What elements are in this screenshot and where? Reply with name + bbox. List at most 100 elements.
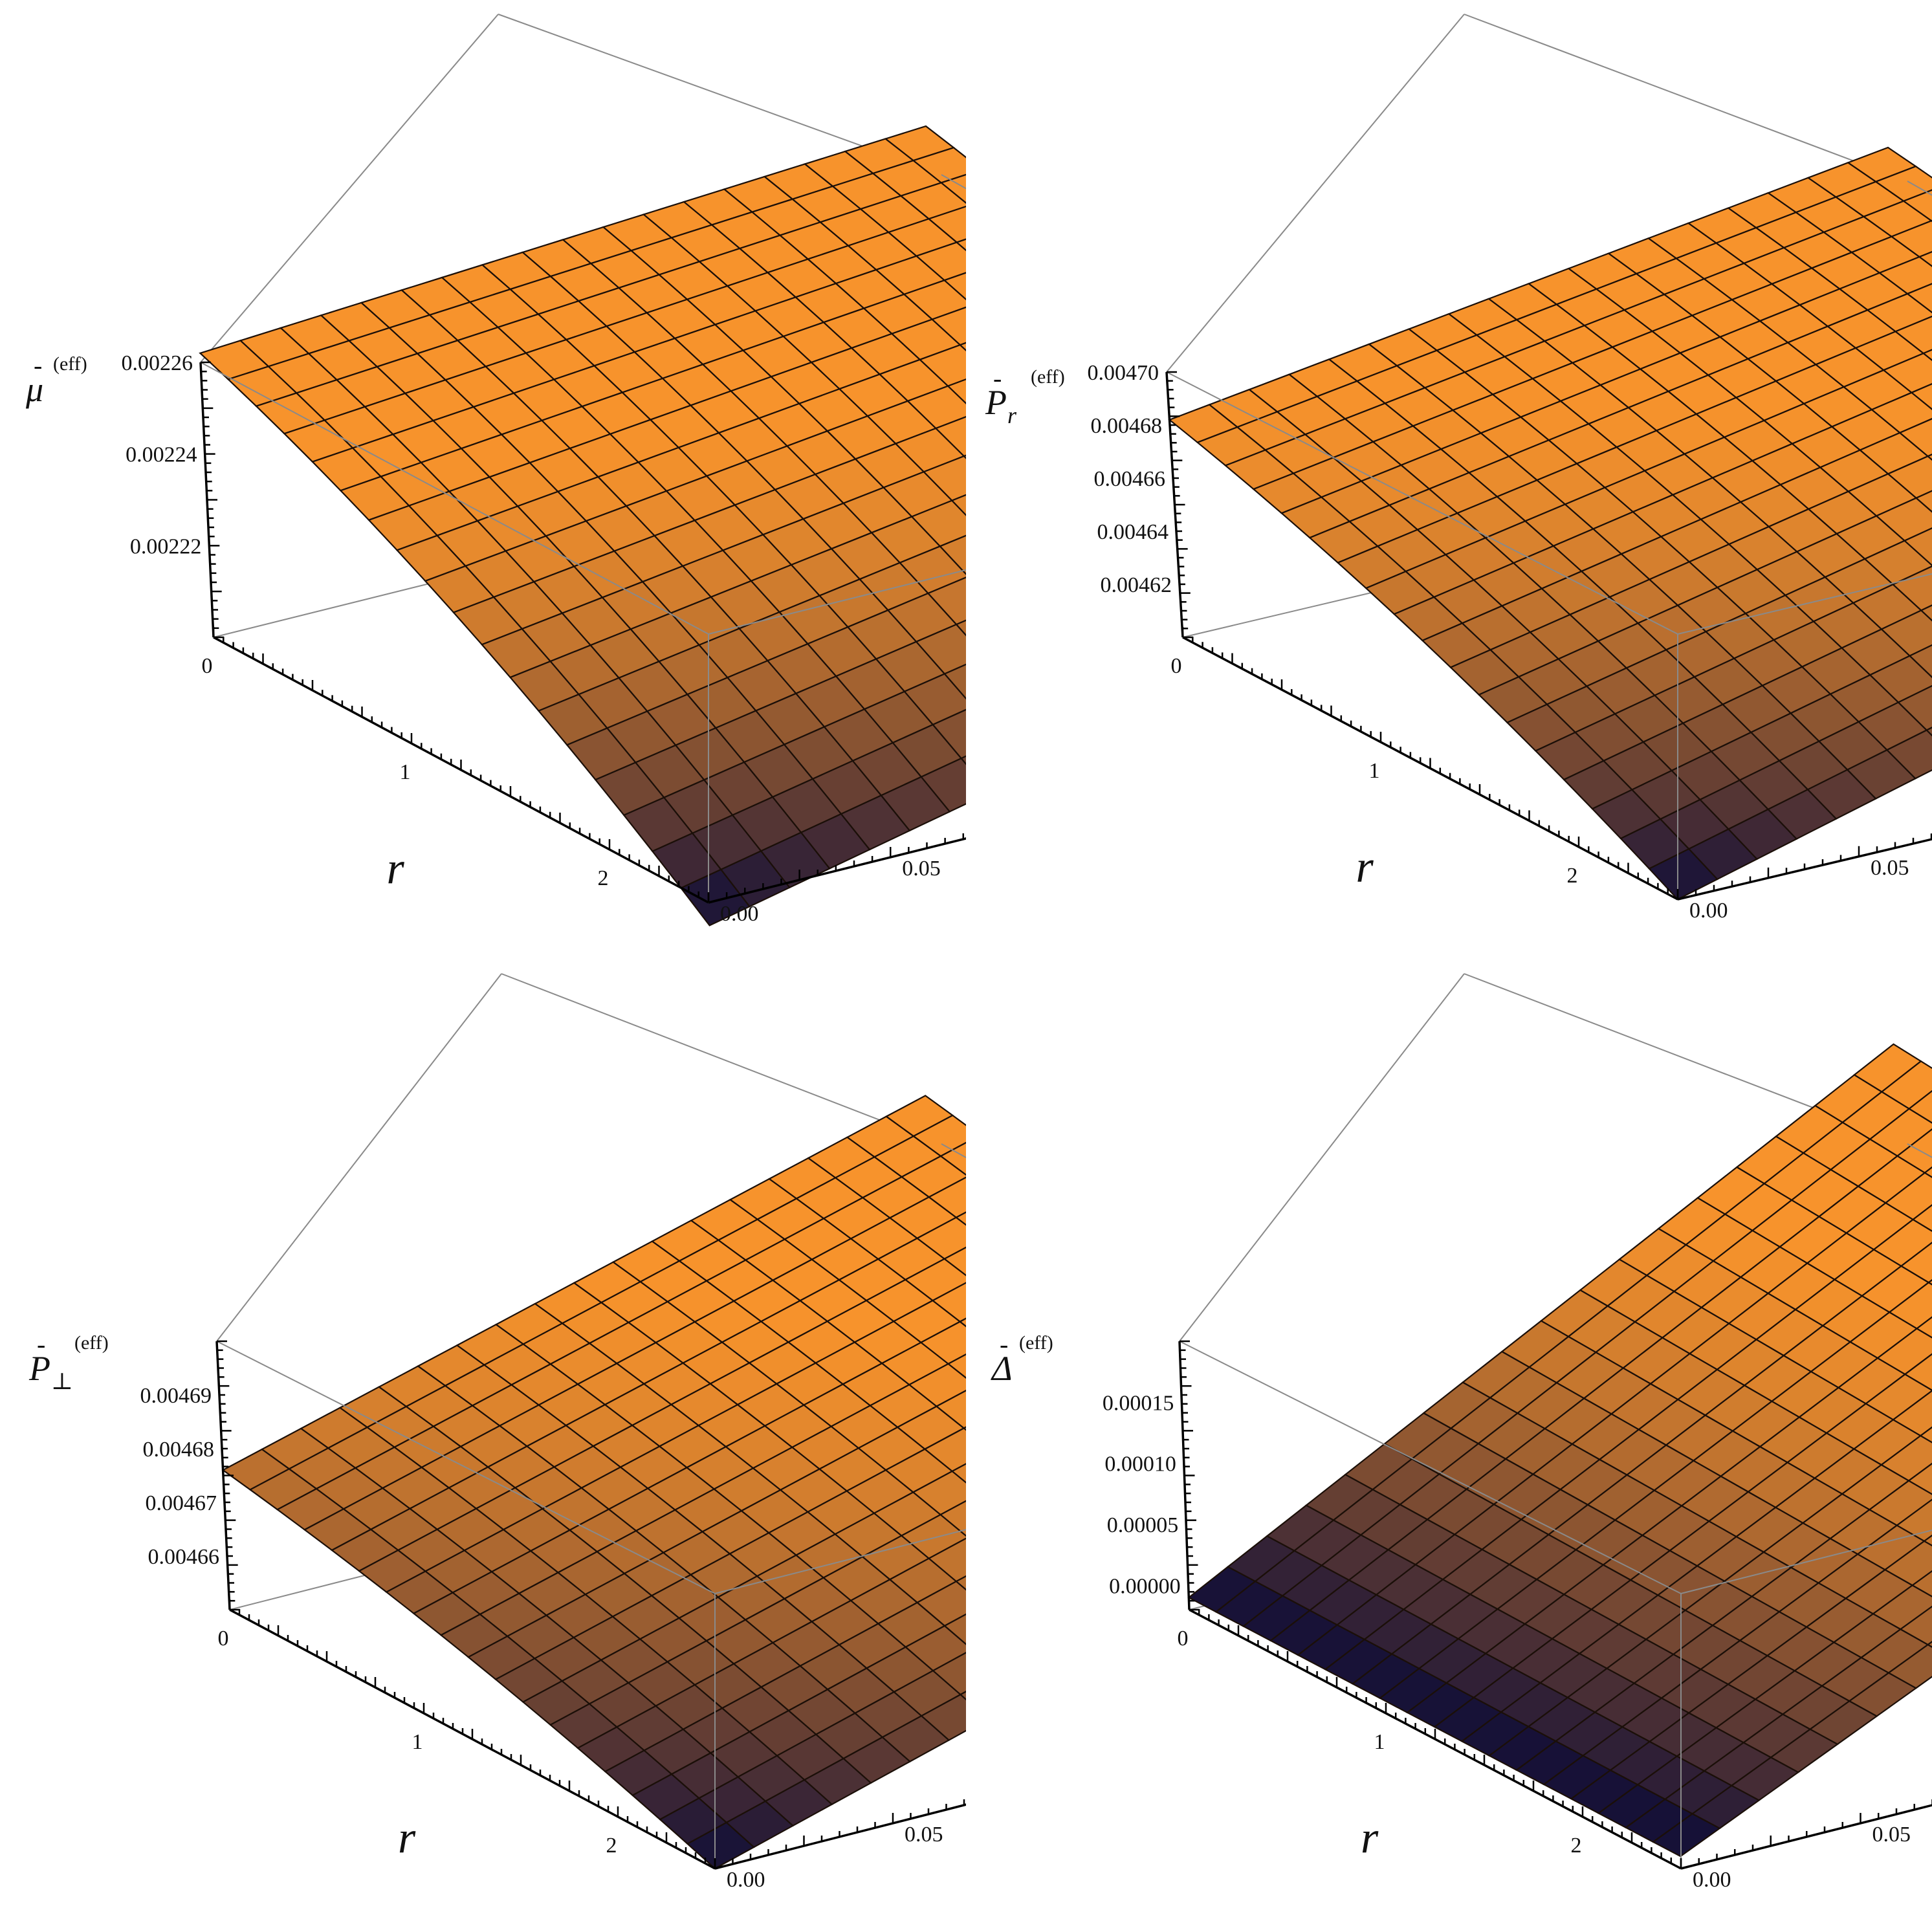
surface-cell [930, 306, 966, 346]
surface-cell [939, 173, 966, 204]
svg-text:P: P [28, 1349, 50, 1388]
z-tick-label: 0.00222 [130, 534, 202, 558]
surface-cell [959, 1691, 966, 1701]
box-edge [216, 1341, 716, 1594]
surface-cell [1880, 609, 1932, 657]
r-axis [228, 1599, 716, 1870]
surface-cell [912, 1470, 966, 1516]
surface-cell [932, 708, 966, 760]
box-edge [501, 973, 942, 1145]
z-tick-label: 0.00464 [1097, 520, 1169, 544]
surface-cell [1891, 565, 1932, 611]
box-edge [1179, 973, 1465, 1342]
surface-cell [903, 673, 966, 726]
box-edge [714, 1529, 966, 1594]
svg-text:Δ: Δ [991, 1349, 1013, 1388]
surface-cell [1894, 315, 1932, 355]
surface-cell [958, 342, 966, 352]
surface-cell [900, 1513, 966, 1559]
surface-cell [1882, 352, 1932, 394]
z-tick-label: 0.00462 [1101, 573, 1172, 597]
surface-cell [1908, 644, 1932, 679]
r-tick-label: 0 [1178, 1627, 1189, 1650]
surface-cell [934, 416, 966, 457]
surface-cell [1927, 1278, 1932, 1286]
svg-text:-: - [37, 1330, 45, 1359]
z-tick-label: 0.00015 [1103, 1391, 1174, 1415]
sigma-tick-label: 0.05 [1871, 856, 1909, 880]
surface-cell [1868, 1480, 1932, 1526]
svg-text:P: P [985, 383, 1007, 422]
surface-cell [916, 1580, 966, 1627]
r-axis-title: r [1361, 1813, 1379, 1863]
surface-cell [1903, 527, 1932, 567]
surface-cell [1920, 604, 1932, 622]
surface-cell [904, 1625, 966, 1672]
surface-cell [1864, 1373, 1932, 1421]
z-tick-label: 0.00224 [126, 443, 197, 467]
z-tick-label: 0.00470 [1088, 361, 1159, 385]
surface-cell [962, 1426, 966, 1431]
surface-cell [927, 576, 966, 626]
surface-cell [1911, 1570, 1932, 1597]
surface-cell [915, 241, 966, 281]
z-axis-title: -Δ (eff) [991, 1330, 1053, 1388]
sigma-axis [1680, 1799, 1932, 1870]
r-axis [1188, 1599, 1682, 1870]
surface-cell [1890, 220, 1932, 258]
r-tick-label: 0 [1171, 654, 1182, 678]
surface-cell [955, 1575, 966, 1591]
surface-cell [1902, 189, 1932, 222]
svg-text:(eff): (eff) [74, 1332, 109, 1354]
z-tick-label: 0.00466 [148, 1545, 220, 1569]
sigma-tick-label: 0.00 [720, 902, 759, 926]
surface-cell [900, 1155, 966, 1198]
panel-delta-eff: 0120.000.050.100.150.200.000000.000050.0… [966, 960, 1932, 1919]
surface-cell [1896, 1128, 1932, 1174]
box-edge [1166, 14, 1465, 373]
surface-cell [1876, 1328, 1932, 1376]
panel-mu-eff: 0120.000.050.100.150.200.002220.002240.0… [0, 0, 966, 960]
surface-cell [1884, 1172, 1932, 1221]
surface-cell [943, 1246, 966, 1277]
surface-cell [939, 1141, 966, 1176]
z-axis-title: -P r (eff) [985, 364, 1065, 428]
svg-text:(eff): (eff) [1031, 366, 1065, 388]
surface-cell [898, 545, 966, 595]
surface-cell [927, 1537, 966, 1583]
surface-cell [943, 1613, 966, 1645]
sigma-tick-label: 0.05 [1872, 1823, 1911, 1847]
surface-cell [1919, 1426, 1932, 1443]
surface-cell [899, 182, 966, 220]
z-tick-label: 0.00226 [122, 351, 193, 375]
box-edge [1179, 1341, 1682, 1594]
z-tick-label: 0.00000 [1109, 1574, 1181, 1598]
r-axis-title: r [398, 1813, 416, 1863]
surface-cell [927, 1176, 966, 1219]
z-tick-label: 0.00469 [140, 1384, 212, 1408]
surface-cell [920, 1693, 966, 1741]
surface-cell [1872, 1218, 1932, 1267]
z-axis-title: -μ (eff) [25, 351, 87, 409]
surface-cell [1926, 1641, 1932, 1648]
z-tick-label: 0.00468 [143, 1438, 215, 1462]
surface-cell [919, 1321, 966, 1365]
surface-mesh [199, 125, 966, 927]
sigma-tick-label: 0.05 [905, 1823, 943, 1847]
r-tick-label: 0 [218, 1627, 229, 1650]
surface-cell [943, 272, 966, 301]
surface-cell [906, 385, 966, 430]
r-tick-label: 1 [400, 760, 411, 784]
box-edge [1680, 1530, 1932, 1594]
surface-cell [1895, 1498, 1932, 1542]
r-tick-label: 2 [606, 1834, 617, 1858]
surface-cell [1869, 655, 1932, 703]
surface-cell [1923, 1166, 1932, 1178]
surface-cell [955, 238, 966, 252]
surface-cell [1926, 454, 1932, 461]
surface-plot-delta: 0120.000.050.100.150.200.000000.000050.0… [991, 973, 1932, 1892]
surface-cell [932, 1652, 966, 1696]
z-tick-label: 0.00467 [146, 1491, 217, 1515]
surface-cell [912, 1114, 966, 1157]
box-edge [1166, 371, 1678, 635]
